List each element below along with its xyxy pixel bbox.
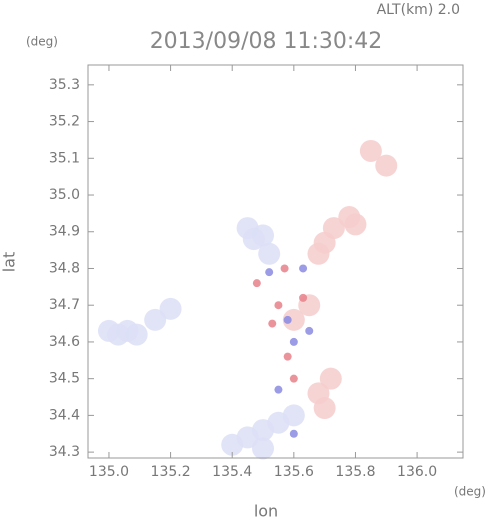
x-tick-label: 135.6 — [274, 464, 314, 480]
radar-echo — [283, 352, 292, 361]
altitude-label: ALT(km) 2.0 — [377, 2, 460, 18]
y-tick-label: 35.1 — [49, 150, 80, 166]
x-axis-label: lon — [254, 502, 278, 521]
y-tick-label: 34.3 — [49, 444, 80, 460]
radar-echo — [280, 264, 289, 273]
y-tick-label: 34.4 — [49, 407, 80, 423]
y-tick-label: 34.5 — [49, 371, 80, 387]
radar-echo — [125, 323, 148, 346]
plot-area — [97, 139, 398, 460]
plot-frame — [87, 64, 464, 459]
y-tick-label: 34.9 — [49, 224, 80, 240]
radar-echo — [344, 213, 367, 236]
radar-echo — [307, 242, 330, 265]
x-unit: (deg) — [454, 485, 486, 499]
y-tick-label: 35.2 — [49, 114, 80, 130]
radar-echo — [282, 308, 305, 331]
radar-echo — [265, 268, 274, 277]
y-tick-label: 35.3 — [49, 77, 80, 93]
radar-echo — [252, 437, 275, 460]
radar-echo — [299, 293, 308, 302]
radar-echo — [274, 301, 283, 310]
radar-echo — [289, 429, 298, 438]
chart-title: 2013/09/08 11:30:42 — [150, 29, 383, 54]
y-axis-label: lat — [0, 252, 19, 273]
radar-echo — [282, 404, 305, 427]
radar-echo — [305, 326, 314, 335]
radar-echo — [268, 319, 277, 328]
x-tick-label: 135.2 — [151, 464, 191, 480]
radar-echo — [313, 397, 336, 420]
radar-echo — [289, 374, 298, 383]
x-tick-label: 135.0 — [89, 464, 129, 480]
radar-echo — [359, 139, 382, 162]
y-tick-label: 34.7 — [49, 297, 80, 313]
radar-echo — [144, 308, 167, 331]
radar-echo — [242, 228, 265, 251]
radar-echo — [375, 154, 398, 177]
x-tick-label: 135.4 — [212, 464, 252, 480]
x-tick-label: 135.8 — [335, 464, 375, 480]
y-unit: (deg) — [26, 35, 58, 49]
y-tick-label: 34.6 — [49, 334, 80, 350]
radar-echo — [299, 264, 308, 273]
y-tick-label: 34.8 — [49, 260, 80, 276]
radar-echo — [258, 242, 281, 265]
radar-echo — [252, 279, 261, 288]
radar-echo — [159, 297, 182, 320]
radar-echo — [289, 337, 298, 346]
radar-echo — [274, 385, 283, 394]
y-tick-label: 35.0 — [49, 187, 80, 203]
radar-echo — [319, 367, 342, 390]
x-tick-label: 136.0 — [397, 464, 437, 480]
radar-echo — [283, 315, 292, 324]
